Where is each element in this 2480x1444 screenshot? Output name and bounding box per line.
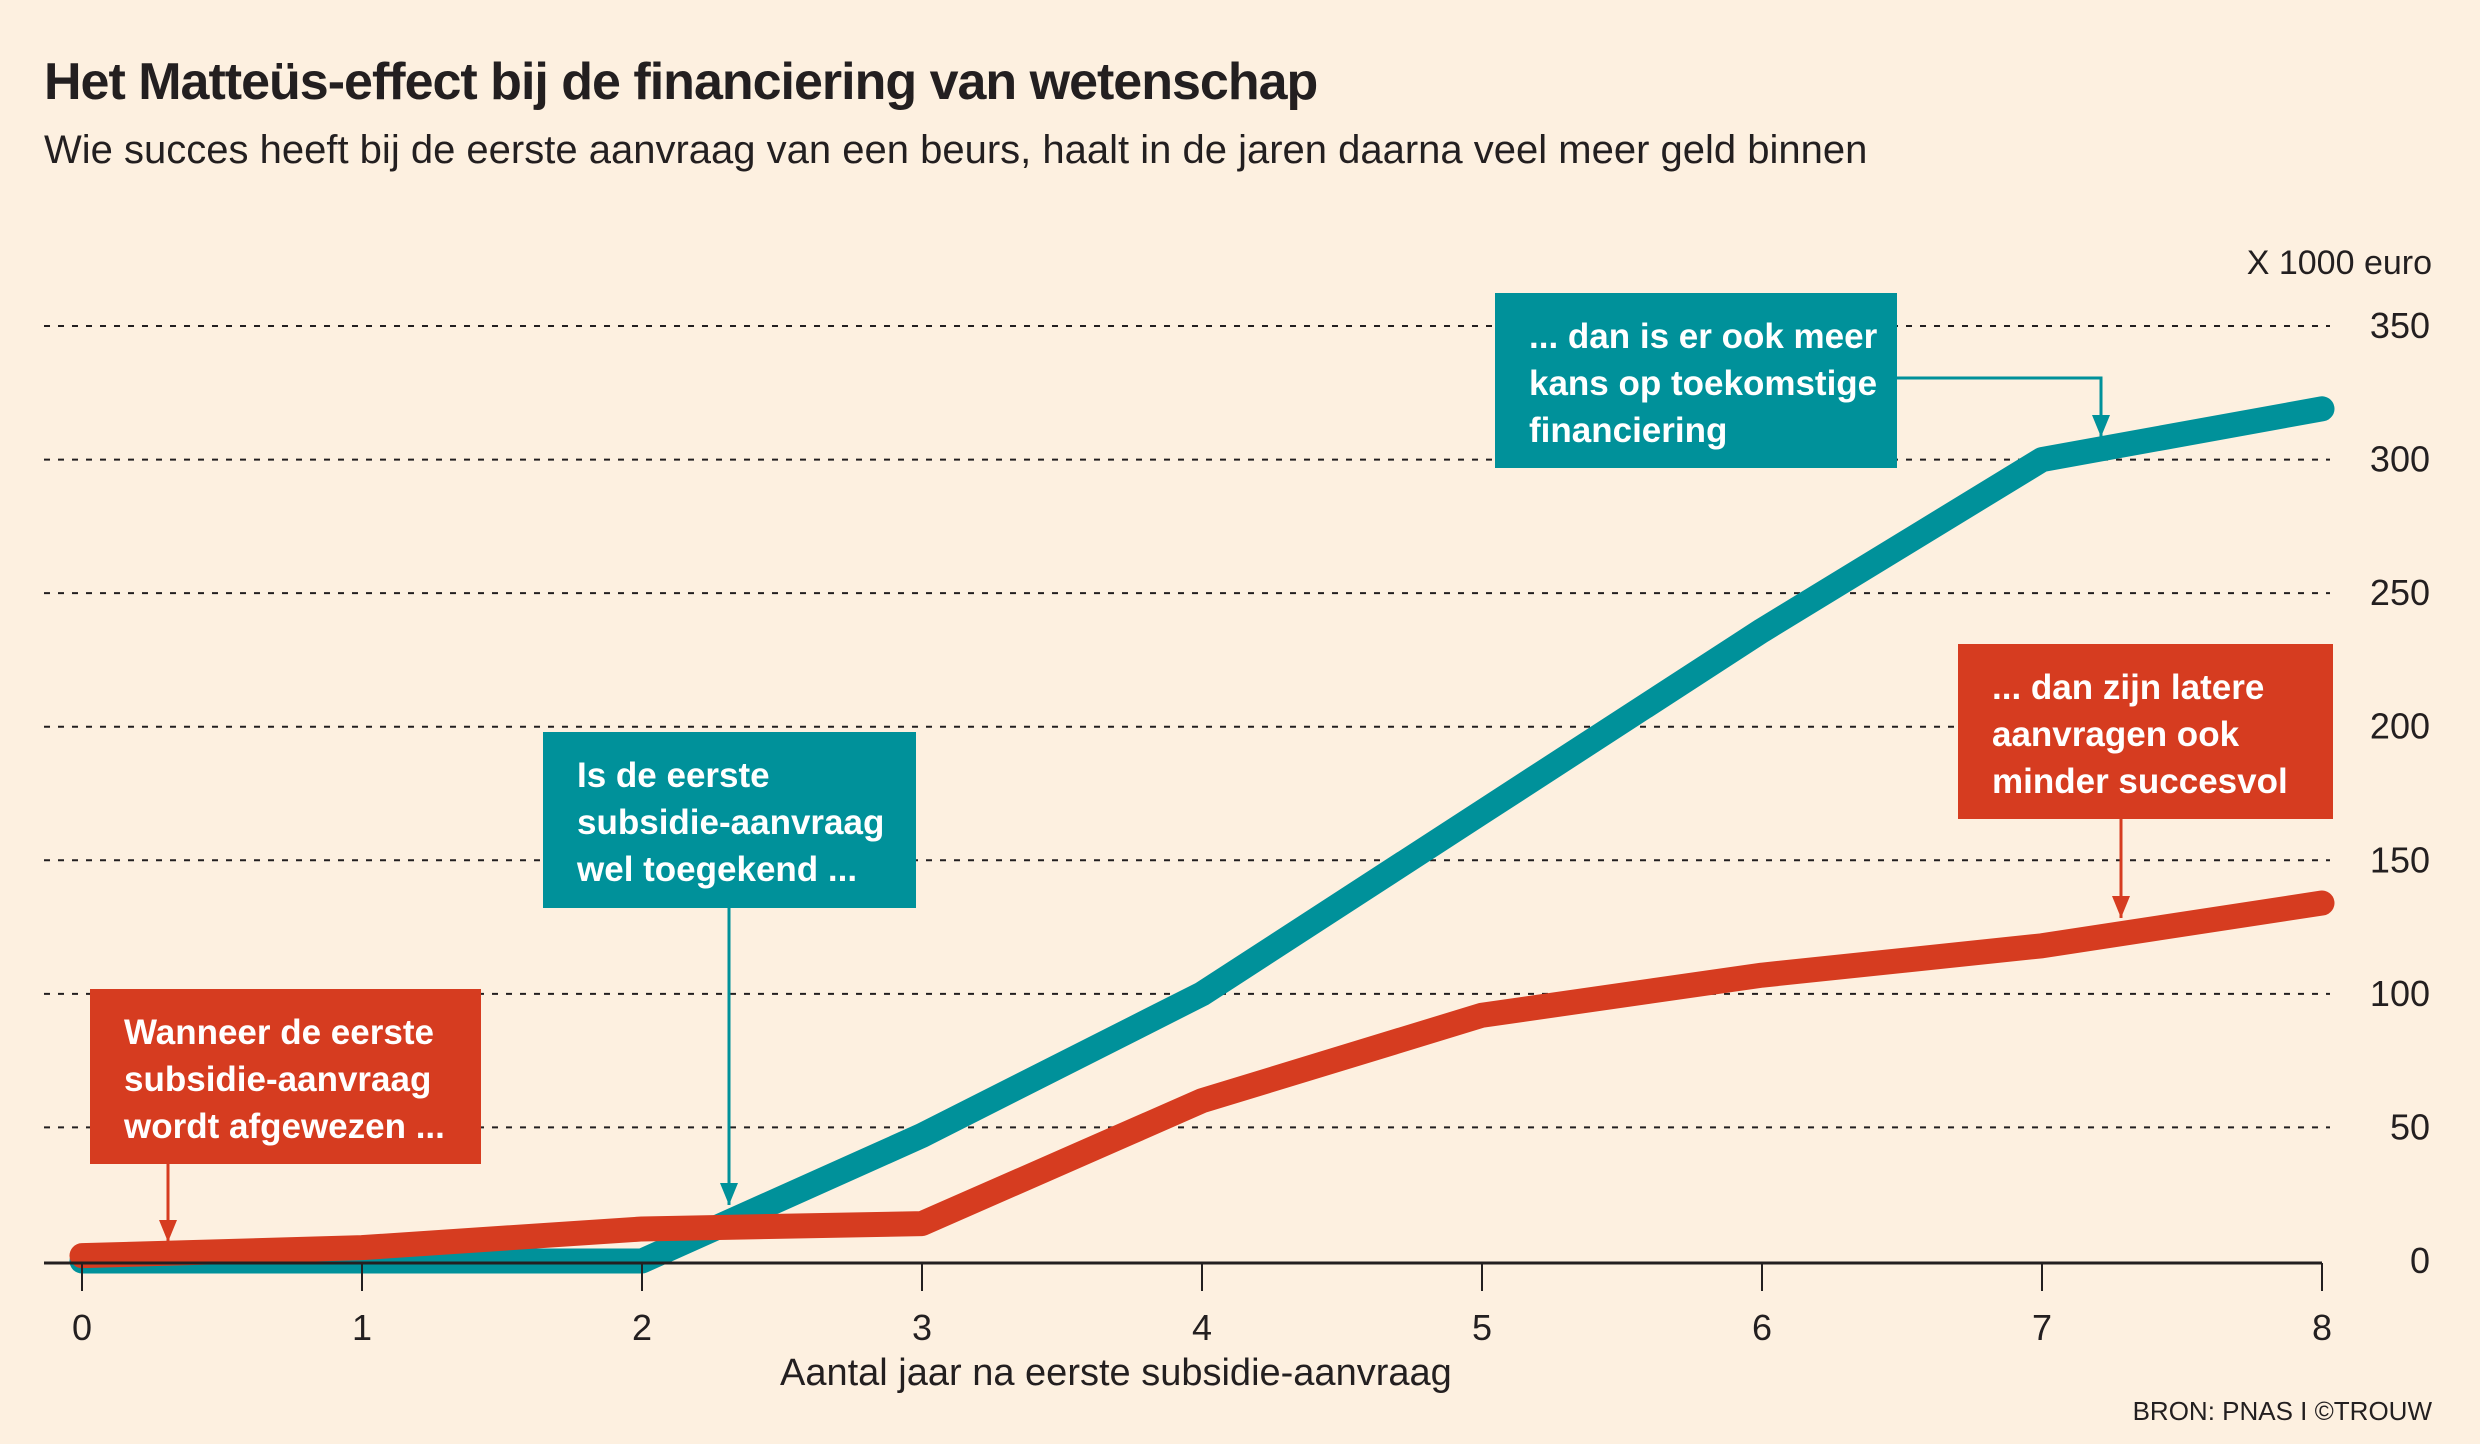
annotation-line: Wanneer de eerste xyxy=(124,1013,434,1052)
annotation-rejected: Wanneer de eerste subsidie-aanvraag word… xyxy=(90,989,481,1164)
x-tick-label: 7 xyxy=(2032,1307,2052,1348)
series-line-granted xyxy=(69,396,2335,1274)
x-tick-label: 0 xyxy=(72,1307,92,1348)
annotation-line: Is de eerste xyxy=(577,756,770,795)
arrow-rejected-head xyxy=(159,1220,177,1242)
x-axis-label: Aantal jaar na eerste subsidie-aanvraag xyxy=(780,1352,1452,1394)
y-tick-label: 300 xyxy=(2370,439,2430,480)
arrow-future-funding xyxy=(1897,376,2103,437)
annotation-line: ... dan is er ook meer xyxy=(1529,317,1878,356)
y-tick-label: 250 xyxy=(2370,572,2430,613)
annotation-line: subsidie-aanvraag xyxy=(577,803,885,842)
annotation-line: wordt afgewezen ... xyxy=(124,1107,445,1146)
annotation-line: kans op toekomstige xyxy=(1529,364,1878,403)
x-tick-label: 8 xyxy=(2312,1307,2332,1348)
arrow-granted-head xyxy=(720,1183,738,1205)
arrow-less-successful-head xyxy=(2112,896,2130,918)
chart-title: Het Matteüs-effect bij de financiering v… xyxy=(44,53,1318,111)
source-credit: BRON: PNAS I ©TROUW xyxy=(2132,1396,2432,1426)
y-tick-label: 0 xyxy=(2410,1240,2430,1281)
annotation-line: ... dan zijn latere xyxy=(1992,668,2265,707)
annotation-line: subsidie-aanvraag xyxy=(124,1060,432,1099)
x-tick-label: 1 xyxy=(352,1307,372,1348)
x-tick-label: 6 xyxy=(1752,1307,1772,1348)
y-tick-label: 100 xyxy=(2370,973,2430,1014)
x-tick-label: 5 xyxy=(1472,1307,1492,1348)
x-tick-label: 2 xyxy=(632,1307,652,1348)
x-tick-label: 4 xyxy=(1192,1307,1212,1348)
chart-subtitle: Wie succes heeft bij de eerste aanvraag … xyxy=(44,128,1868,172)
annotation-line: aanvragen ook xyxy=(1992,715,2240,754)
annotation-line: wel toegekend ... xyxy=(577,850,858,889)
annotation-granted: Is de eerste subsidie-aanvraag wel toege… xyxy=(543,732,916,908)
annotation-line: financiering xyxy=(1529,411,1728,450)
y-tick-label: 200 xyxy=(2370,706,2430,747)
arrow-future-funding-head xyxy=(2092,415,2110,437)
y-tick-label: 150 xyxy=(2370,839,2430,880)
y-tick-label: 350 xyxy=(2370,305,2430,346)
x-tick-label: 3 xyxy=(912,1307,932,1348)
y-axis-unit-label: X 1000 euro xyxy=(2246,244,2432,282)
y-tick-label: 50 xyxy=(2390,1106,2430,1147)
series-line-rejected xyxy=(69,890,2335,1269)
annotation-less-successful: ... dan zijn latere aanvragen ook minder… xyxy=(1958,644,2333,819)
annotation-future-funding: ... dan is er ook meer kans op toekomsti… xyxy=(1495,293,1897,468)
annotation-line: minder succesvol xyxy=(1992,762,2288,801)
